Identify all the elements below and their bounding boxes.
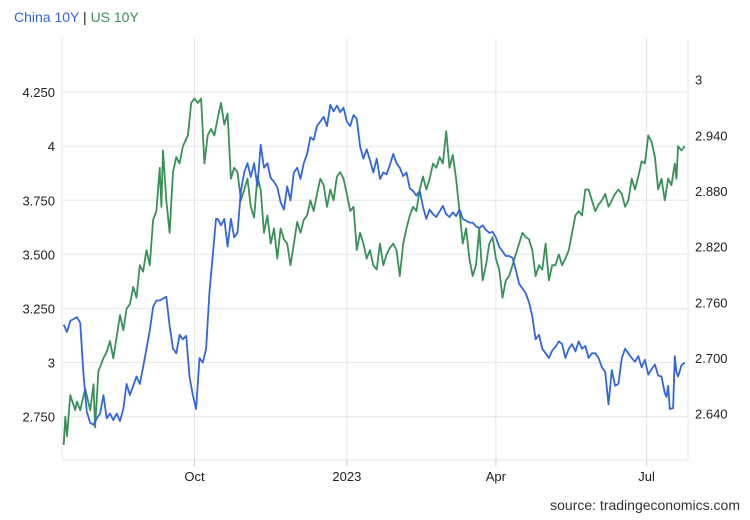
y-right-tick-label: 2.820 — [695, 240, 728, 255]
source-credit: source: tradingeconomics.com — [550, 497, 740, 513]
y-left-tick-label: 3.500 — [22, 247, 55, 262]
y-right-tick-label: 2.700 — [695, 351, 728, 366]
y-left-tick-label: 2.750 — [22, 410, 55, 425]
y-left-tick-label: 3.750 — [22, 193, 55, 208]
series-line-us-10y[interactable] — [62, 97, 686, 445]
chart-legend: China 10Y | US 10Y — [14, 9, 139, 25]
y-right-tick-label: 2.760 — [695, 295, 728, 310]
y-left-tick-label: 4 — [48, 139, 55, 154]
x-tick-label: Oct — [184, 469, 205, 484]
legend-separator: | — [83, 9, 87, 25]
y-left-tick-label: 3 — [48, 356, 55, 371]
x-tick-label: Jul — [638, 469, 655, 484]
x-tick-label: 2023 — [332, 469, 361, 484]
y-left-tick-label: 3.250 — [22, 302, 55, 317]
y-right-tick-label: 3 — [695, 73, 702, 88]
y-right-tick-label: 2.940 — [695, 128, 728, 143]
y-right-tick-label: 2.640 — [695, 407, 728, 422]
x-tick-label: Apr — [486, 469, 507, 484]
legend-us-10y[interactable]: US 10Y — [90, 9, 139, 25]
y-right-tick-label: 2.880 — [695, 184, 728, 199]
y-left-tick-label: 4.250 — [22, 85, 55, 100]
series-line-china-10y[interactable] — [62, 103, 686, 426]
legend-china-10y[interactable]: China 10Y — [14, 9, 80, 25]
